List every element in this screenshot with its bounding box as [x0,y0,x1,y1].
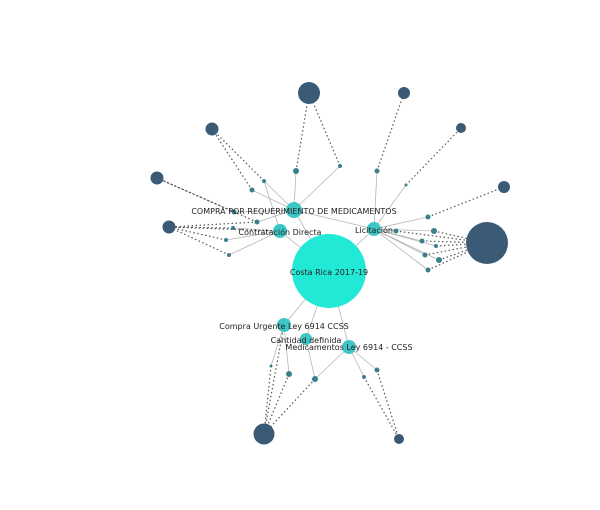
dotted-link-s5-e4 [405,127,462,186]
dotted-link-s12-e6 [427,186,505,218]
small-node-s9[interactable] [231,226,235,230]
dotted-link-s8-e7 [168,221,258,228]
solid-link-req-lic [293,209,375,230]
category-node-cant[interactable] [300,333,312,345]
small-node-s2[interactable] [338,164,342,168]
category-node-cd[interactable] [273,224,287,238]
dotted-link-s16-e8 [435,242,488,247]
small-node-s7[interactable] [231,209,237,215]
category-node-lic[interactable] [367,222,381,236]
solid-link-med-s21 [314,346,350,380]
dotted-link-s24-e10 [363,376,400,440]
dotted-link-cd-e7 [168,226,281,232]
dotted-link-s21-e9 [263,378,316,435]
solid-link-lic-s18 [373,228,440,261]
dotted-link-s22-e9 [263,365,272,435]
small-node-s13[interactable] [393,228,399,234]
entity-node-e5[interactable] [150,171,164,185]
small-node-s3[interactable] [374,168,380,174]
dotted-link-s23-e10 [376,369,400,440]
dotted-link-s11-e7 [168,226,230,256]
small-node-s4[interactable] [262,179,266,183]
label-compra-urgente: Compra Urgente Ley 6914 CCSS [219,322,349,331]
label-medicamentos: Medicamentos Ley 6914 - CCSS [285,343,412,352]
solid-link-cd-s9 [232,227,281,232]
solid-link-cant-s21 [305,338,316,380]
entity-node-e8[interactable] [466,222,508,264]
solid-link-cd-s4 [263,180,281,232]
small-node-s12[interactable] [425,214,431,220]
dotted-link-s15-e8 [421,240,488,244]
small-node-s10[interactable] [224,238,228,242]
label-compra-requerimiento: COMPRA POR REQUERIMIENTO DE MEDICAMENTOS [191,207,396,216]
dotted-link-s10-e7 [168,226,227,241]
dotted-link-s3-e2 [376,92,405,172]
category-node-urg[interactable] [277,318,291,332]
small-node-s19[interactable] [425,267,431,273]
entity-node-e10[interactable] [394,434,404,444]
label-contratacion-directa: Contratación Directa [239,227,322,237]
entity-node-e9[interactable] [253,423,275,445]
solid-link-lic-s3 [373,170,378,230]
entity-node-e3[interactable] [205,122,219,136]
small-node-s5[interactable] [404,183,408,187]
solid-link-cd-s10 [225,230,281,241]
category-node-req[interactable] [286,202,302,218]
entity-node-e4[interactable] [456,123,466,133]
dotted-link-s1-e1 [295,92,310,172]
small-node-s18[interactable] [436,257,442,263]
small-node-s6[interactable] [249,187,255,193]
small-node-s8[interactable] [254,219,260,225]
solid-link-lic-s16 [373,228,437,247]
solid-link-lic-s12 [373,216,429,230]
dotted-link-s2-e1 [308,92,341,167]
small-node-s15[interactable] [419,238,425,244]
entity-node-e6[interactable] [498,181,510,193]
entity-node-e2[interactable] [398,87,410,99]
entity-node-e1[interactable] [298,82,320,104]
small-node-s16[interactable] [434,244,438,248]
dotted-link-urg-e9 [263,324,285,435]
dotted-link-s19-e8 [427,242,488,271]
small-node-s1[interactable] [293,168,299,174]
small-node-s24[interactable] [362,375,366,379]
label-licitacion: Licitación [355,225,393,235]
solid-link-req-s7 [233,209,295,213]
solid-link-lic-s14 [373,228,435,232]
solid-link-lic-s5 [373,184,407,230]
nodes-layer [150,82,510,445]
small-node-s22[interactable] [269,364,273,368]
solid-link-lic-s19 [373,228,429,271]
solid-link-req-s2 [293,165,341,211]
solid-link-cd-s11 [228,230,281,256]
label-center: Costa Rica 2017-19 [290,268,368,277]
entity-node-e7[interactable] [162,220,176,234]
dotted-link-s18-e8 [438,242,488,261]
label-cantidad-definida: Cantidad definida [271,336,342,345]
small-node-s14[interactable] [431,228,437,234]
center-node-center[interactable] [292,234,366,308]
dotted-link-s6-e3 [211,128,253,191]
category-node-med[interactable] [342,340,356,354]
small-node-s20[interactable] [286,371,292,377]
small-node-s11[interactable] [227,253,231,257]
solid-link-urg-s20 [283,324,290,375]
small-node-s21[interactable] [312,376,318,382]
solid-link-urg-s22 [270,324,285,367]
dotted-link-s4-e3 [211,128,265,182]
dotted-link-s20-e9 [263,373,290,435]
small-node-s23[interactable] [374,367,380,373]
small-node-s17[interactable] [422,252,428,258]
